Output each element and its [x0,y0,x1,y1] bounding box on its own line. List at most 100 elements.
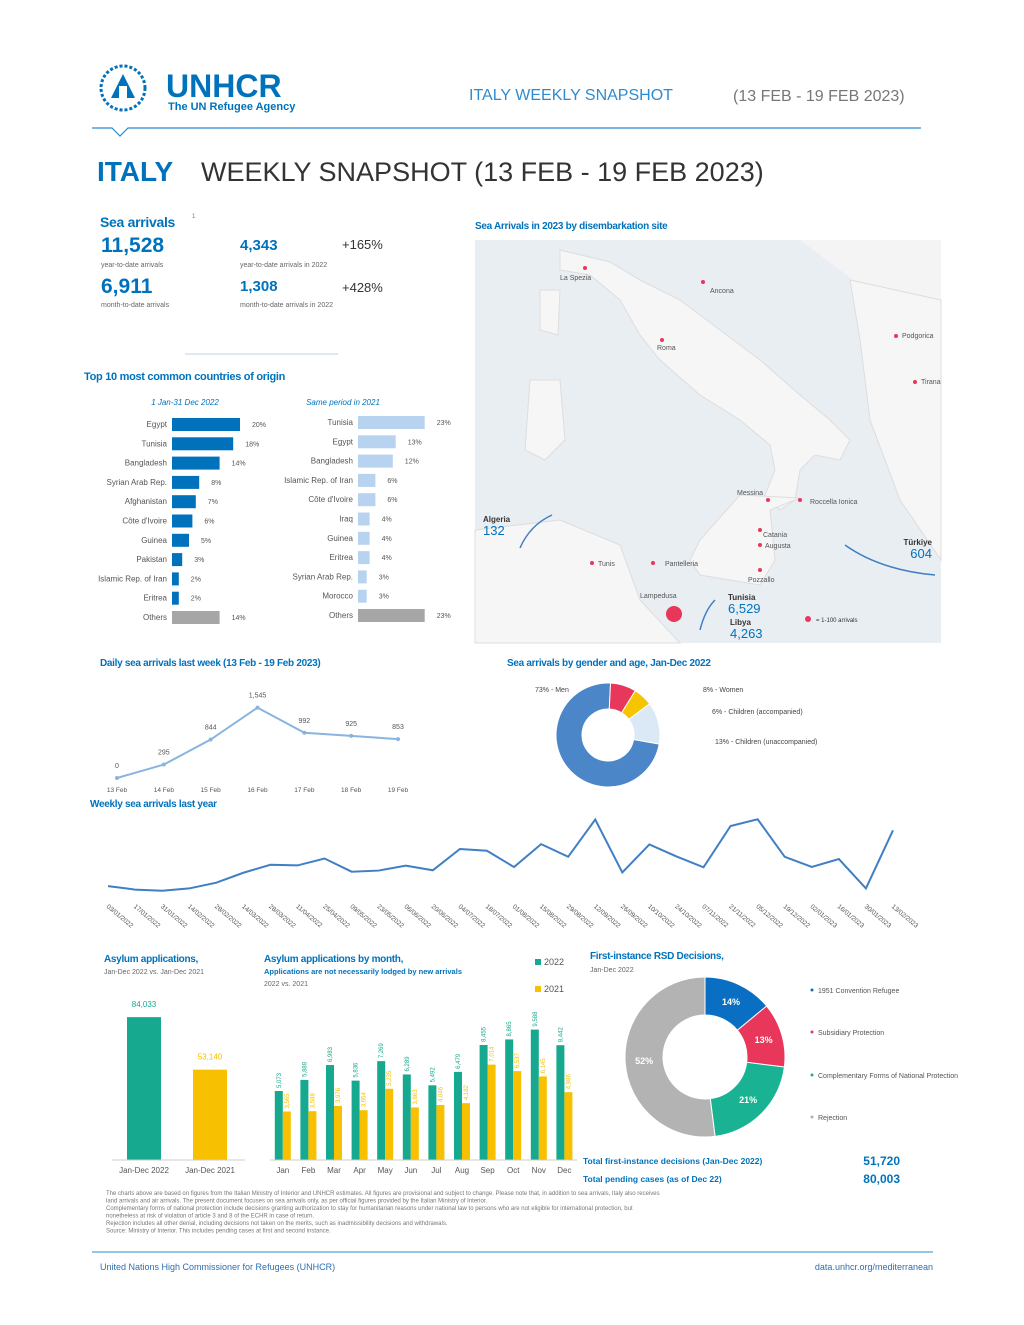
value-label: 8,455 [482,1026,488,1042]
footnote: Complementary forms of national protecti… [106,1206,633,1212]
bar [358,435,396,449]
bar [300,1079,309,1160]
country: ITALY [97,156,174,187]
stat-value: 4,343 [240,237,278,254]
category-label: Egypt [333,437,354,446]
value-label: 3% [194,557,204,564]
x-tick-label: Sep [480,1166,495,1175]
value-label: 3,565 [285,1093,291,1109]
place-dot [758,543,762,547]
value-label: 23% [437,613,451,620]
x-tick-label: 19/12/2022 [782,903,812,930]
stat-label: year-to-date arrivals [101,262,164,269]
logo-text: UNHCR [166,68,282,104]
bar [172,456,220,470]
segment-label: 73% - Men [535,687,569,694]
total-value: 51,720 [863,1154,900,1168]
value-label: 18% [245,441,259,448]
category-label: Tunisia [142,439,168,448]
stat-change: +165% [342,237,383,252]
point [396,737,400,742]
point [208,737,213,742]
stat-change: +428% [342,280,383,295]
bar [274,1091,283,1160]
place-dot [894,334,898,338]
x-tick-label: Dec [557,1166,571,1175]
x-tick-label: 15/08/2022 [538,903,568,930]
place-label: Roma [657,345,676,352]
x-tick-label: Oct [507,1166,520,1175]
x-tick-label: 15 Feb [201,787,222,794]
x-tick-label: 14 Feb [154,787,175,794]
bar [172,514,193,528]
chart-subtitle: 2022 vs. 2021 [264,981,308,988]
chart-subtitle: Same period in 2021 [306,398,380,407]
x-tick-label: 19 Feb [388,787,409,794]
value-label: 992 [298,718,310,725]
category-label: Bangladesh [311,457,353,466]
chart-title: Asylum applications by month, [264,954,404,965]
value-label: 3% [379,594,389,601]
value-label: 13% [408,439,422,446]
x-tick-label: Nov [532,1166,546,1175]
running-dates: (13 FEB - 19 FEB 2023) [733,88,905,105]
bar [505,1039,514,1160]
place-label: Ancona [710,288,734,295]
value-label: 3,588 [310,1093,316,1109]
bar [172,572,179,586]
bar [513,1071,522,1160]
category-label: Guinea [327,534,353,543]
legend-label: 2021 [544,984,564,994]
stat-label: month-to-date arrivals [101,302,170,309]
category-label: Others [329,611,353,620]
footnote: Rejection includes all other denial, inc… [106,1221,448,1227]
chart-subtitle: Jan-Dec 2022 vs. Jan-Dec 2021 [104,969,204,976]
point [302,730,307,735]
x-tick-label: 25/04/2022 [321,903,351,930]
bar [462,1103,470,1160]
x-tick-label: 17/01/2022 [132,903,162,930]
place-label: La Spezia [560,275,591,282]
chart-subtitle: Applications are not necessarily lodged … [264,967,462,976]
x-tick-label: Jan [276,1166,289,1175]
category-label: Islamic Rep. of Iran [284,476,353,485]
value-label: 7% [208,499,218,506]
place-dot [758,568,762,572]
chart-title: First-instance RSD Decisions, [590,951,724,962]
x-tick-label: 11/04/2022 [294,903,323,929]
place-label: Catania [763,532,787,539]
bar [308,1111,317,1160]
bar [479,1045,488,1160]
point [115,776,119,780]
value-label: 853 [392,724,404,731]
section-title: Sea arrivals [100,214,176,230]
x-tick-label: 29/08/2022 [565,903,595,930]
x-tick-label: 12/09/2022 [592,903,622,930]
bar [530,1029,539,1160]
footnote: Source: Ministry of Interior. This inclu… [106,1229,331,1235]
total-label: Total pending cases (as of Dec 22) [583,1174,722,1184]
x-tick-label: 17 Feb [294,787,315,794]
footnote-ref: 1 [192,214,196,220]
place-label: Messina [737,490,763,497]
bar [172,437,234,451]
x-tick-label: 16/01/2023 [836,903,866,930]
place-dot [701,280,705,284]
x-tick-label: 24/10/2022 [673,903,703,930]
donut-segment [555,682,660,788]
place-label: Lampedusa [640,593,677,600]
value-label: 14% [232,461,246,468]
x-tick-label: Aug [455,1166,469,1175]
x-tick-label: 21/11/2022 [727,903,756,929]
value-label: 5,492 [430,1067,436,1083]
value-label: 6,145 [541,1058,547,1074]
category-label: Eritrea [143,594,167,603]
value-label: 14% [232,615,246,622]
stat-value: 1,308 [240,278,278,295]
footnote: The charts above are based on figures fr… [106,1191,660,1197]
x-tick-label: 09/05/2022 [348,903,378,930]
value-label: 295 [158,750,170,757]
total-label: Total first-instance decisions (Jan-Dec … [583,1156,763,1166]
category-label: Pakistan [136,555,167,564]
category-label: Guinea [141,536,167,545]
